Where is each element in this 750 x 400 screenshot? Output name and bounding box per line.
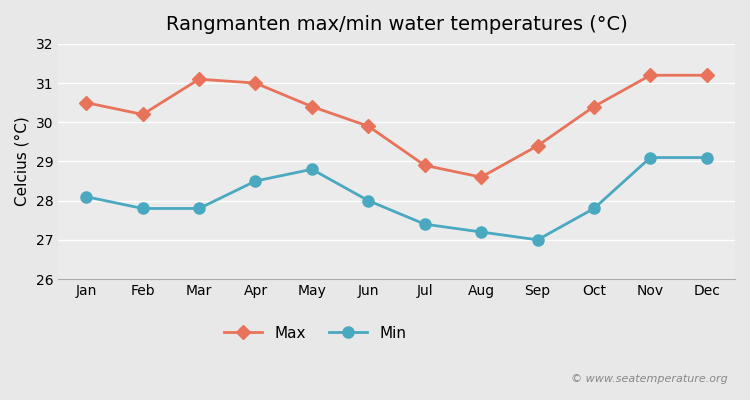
Y-axis label: Celcius (°C): Celcius (°C)	[15, 116, 30, 206]
Line: Min: Min	[81, 152, 712, 245]
Min	[138, 206, 147, 211]
Min	[82, 194, 91, 199]
Line: Max: Max	[82, 70, 712, 182]
Text: © www.seatemperature.org: © www.seatemperature.org	[571, 374, 728, 384]
Max	[82, 100, 91, 105]
Max	[702, 73, 711, 78]
Legend: Max, Min: Max, Min	[218, 320, 412, 347]
Min	[533, 238, 542, 242]
Min	[477, 230, 486, 234]
Max	[194, 77, 203, 82]
Min	[308, 167, 316, 172]
Max	[533, 143, 542, 148]
Max	[590, 104, 598, 109]
Max	[477, 175, 486, 180]
Title: Rangmanten max/min water temperatures (°C): Rangmanten max/min water temperatures (°…	[166, 15, 628, 34]
Max	[251, 81, 260, 86]
Max	[646, 73, 655, 78]
Max	[308, 104, 316, 109]
Min	[251, 179, 260, 184]
Max	[138, 112, 147, 117]
Min	[194, 206, 203, 211]
Min	[702, 155, 711, 160]
Max	[364, 124, 373, 128]
Min	[364, 198, 373, 203]
Max	[420, 163, 429, 168]
Min	[646, 155, 655, 160]
Min	[420, 222, 429, 226]
Min	[590, 206, 598, 211]
